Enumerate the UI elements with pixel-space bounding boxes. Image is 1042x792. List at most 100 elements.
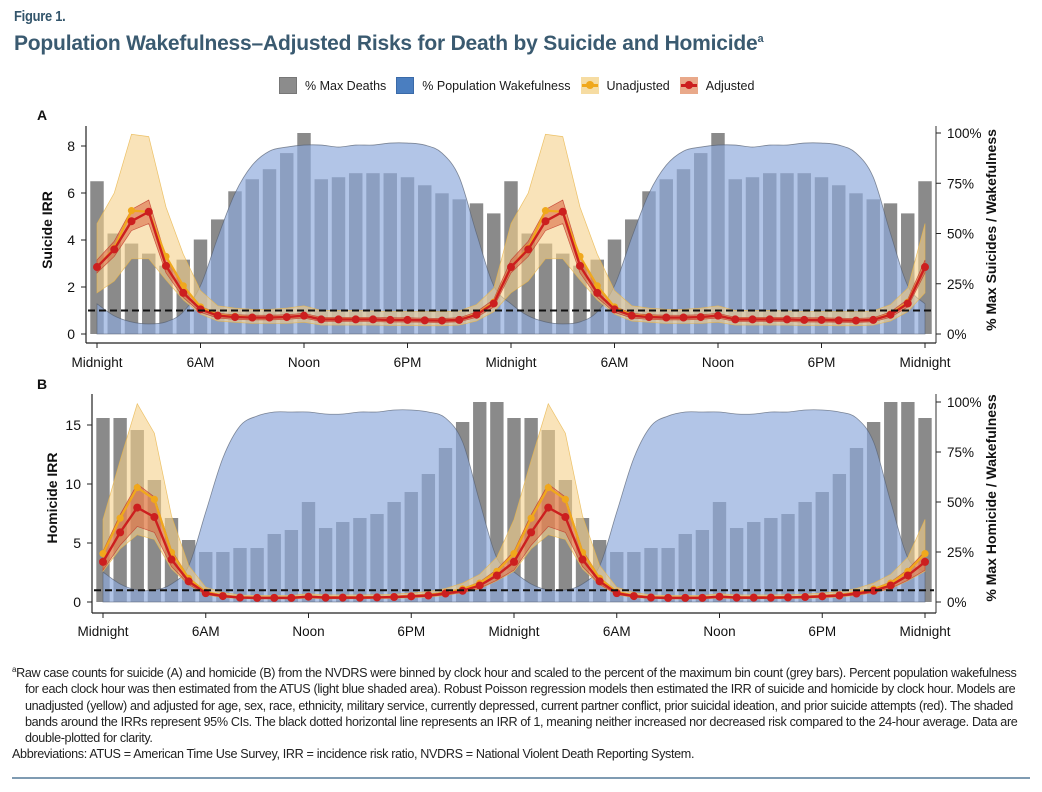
y2-tick-label: 100% xyxy=(947,395,982,410)
footnote-a: aRaw case counts for suicide (A) and hom… xyxy=(12,662,1030,746)
y-tick-label: 15 xyxy=(65,417,81,433)
abbreviations: Abbreviations: ATUS = American Time Use … xyxy=(12,747,695,762)
unadjusted-point xyxy=(150,495,158,503)
adjusted-point xyxy=(93,263,101,272)
x-tick-label: Midnight xyxy=(899,355,950,370)
adjusted-point xyxy=(801,593,810,602)
adjusted-point xyxy=(167,555,176,564)
adjusted-point xyxy=(817,315,826,324)
adjusted-point xyxy=(438,316,446,325)
adjusted-point xyxy=(835,591,844,600)
adjusted-point xyxy=(886,310,895,319)
y-tick-label: 0 xyxy=(73,594,81,610)
adjusted-point xyxy=(681,593,690,602)
adjusted-point xyxy=(150,513,159,522)
adjusted-point xyxy=(403,315,412,324)
footnote-marker: a xyxy=(12,665,17,674)
adjusted-point xyxy=(110,245,119,254)
legend-item-adjusted: Adjusted xyxy=(679,77,755,94)
adjusted-point xyxy=(218,592,227,601)
adjusted-point xyxy=(627,311,636,320)
unadjusted-point xyxy=(133,483,141,492)
legend-swatch-blue xyxy=(396,77,415,94)
unadjusted-point xyxy=(179,282,187,290)
adjusted-point xyxy=(144,207,153,216)
adjusted-point xyxy=(282,313,291,322)
adjusted-point xyxy=(527,528,536,537)
adjusted-point xyxy=(369,315,377,324)
unadjusted-point xyxy=(541,207,550,215)
y-tick-label: 2 xyxy=(67,279,75,295)
adjusted-point xyxy=(510,557,518,566)
legend-label: Unadjusted xyxy=(606,78,670,93)
adjusted-point xyxy=(300,311,308,320)
x-tick-label: Midnight xyxy=(488,624,539,639)
y-tick-label: 5 xyxy=(73,535,81,551)
adjusted-point xyxy=(492,571,501,580)
x-tick-label: Midnight xyxy=(485,355,536,370)
legend-item-wakefulness: % Population Wakefulness xyxy=(396,77,571,94)
x-tick-label: Midnight xyxy=(899,624,950,639)
adjusted-point xyxy=(386,315,395,324)
x-tick-label: Midnight xyxy=(71,355,122,370)
legend-label: Adjusted xyxy=(705,78,755,93)
adjusted-point xyxy=(424,591,433,600)
adjusted-point xyxy=(253,593,262,602)
adjusted-point xyxy=(818,592,827,601)
adjusted-point xyxy=(524,245,533,254)
x-tick-label: 6AM xyxy=(603,624,631,639)
adjusted-point xyxy=(869,315,878,324)
y2-tick-label: 75% xyxy=(947,445,974,460)
unadjusted-point xyxy=(116,514,124,522)
adjusted-point xyxy=(116,528,125,537)
x-tick-label: Noon xyxy=(288,355,320,370)
adjusted-point xyxy=(852,316,860,325)
adjusted-point xyxy=(800,315,809,324)
adjusted-point xyxy=(629,592,638,601)
adjusted-point xyxy=(355,593,364,602)
adjusted-point xyxy=(748,315,757,324)
legend-label: % Population Wakefulness xyxy=(422,78,571,93)
y2-tick-label: 50% xyxy=(947,227,974,242)
unadjusted-point xyxy=(921,550,929,558)
adjusted-point xyxy=(184,577,193,586)
x-tick-label: Midnight xyxy=(77,624,128,639)
adjusted-point xyxy=(373,593,381,602)
adjusted-point xyxy=(507,263,515,272)
x-tick-label: 6PM xyxy=(808,355,836,370)
unadjusted-point xyxy=(510,550,518,558)
adjusted-points xyxy=(93,207,929,325)
adjusted-point xyxy=(248,313,257,322)
y-axis-title: Suicide IRR xyxy=(39,191,55,269)
adjusted-point xyxy=(390,593,399,602)
x-tick-label: Noon xyxy=(703,624,735,639)
adjusted-point xyxy=(231,313,239,322)
chart-panel-b: B 0 5 10 15 0% 25% 50% 75% 100% Midnight 6AM Noon 6PM… xyxy=(37,376,999,639)
adjusted-point xyxy=(765,315,774,324)
adjusted-point xyxy=(749,593,758,602)
adjusted-points xyxy=(99,503,929,602)
y-tick-label: 8 xyxy=(67,138,75,154)
adjusted-point xyxy=(783,315,791,324)
legend-swatch-grey xyxy=(279,77,297,94)
adjusted-point xyxy=(662,313,671,322)
y2-tick-label: 25% xyxy=(947,545,974,560)
x-tick-label: 6AM xyxy=(187,355,215,370)
unadjusted-point xyxy=(127,207,136,215)
adjusted-point xyxy=(921,263,929,272)
adjusted-point xyxy=(731,315,740,324)
adjusted-point xyxy=(886,581,895,590)
legend-dot-icon xyxy=(684,81,693,89)
x-tick-label: Noon xyxy=(702,355,734,370)
adjusted-point xyxy=(766,593,775,602)
footnote-text: Raw case counts for suicide (A) and homi… xyxy=(16,666,1018,745)
adjusted-point xyxy=(852,589,861,598)
y2-tick-label: 25% xyxy=(947,277,974,292)
legend-item-max-deaths: % Max Deaths xyxy=(279,77,386,94)
adjusted-point xyxy=(593,288,602,297)
adjusted-point xyxy=(334,315,343,324)
adjusted-point xyxy=(576,261,584,270)
y-axis-title: Homicide IRR xyxy=(44,452,60,543)
y2-axis-title: % Max Homicide / Wakefulness xyxy=(983,394,999,601)
